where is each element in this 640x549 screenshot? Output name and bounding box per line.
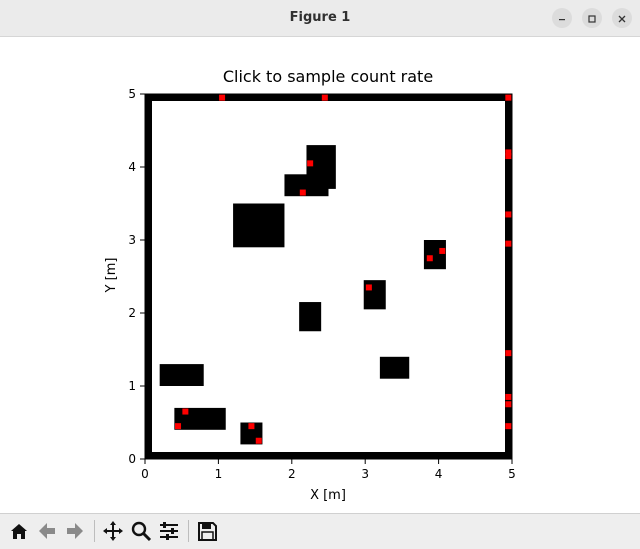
- sample-marker: [426, 255, 433, 262]
- sample-marker: [505, 240, 512, 247]
- home-icon: [8, 520, 30, 542]
- sample-marker: [505, 211, 512, 218]
- sample-marker: [248, 423, 255, 430]
- plot-area[interactable]: 0 1 2 3 4 5 0 1 2 3 4 5: [128, 87, 515, 481]
- y-tick-label: 3: [128, 233, 136, 247]
- save-button[interactable]: [194, 518, 220, 544]
- sample-marker: [255, 437, 262, 444]
- back-icon: [36, 520, 58, 542]
- zoom-button[interactable]: [128, 518, 154, 544]
- obstacle: [233, 203, 285, 248]
- wall-right: [505, 94, 512, 459]
- obstacle: [379, 356, 410, 379]
- sample-marker: [307, 160, 314, 167]
- sample-marker: [505, 153, 512, 160]
- toolbar-separator: [188, 520, 189, 542]
- x-tick-label: 0: [141, 467, 149, 481]
- x-axis-label: X [m]: [310, 488, 346, 503]
- maximize-icon: [587, 9, 597, 28]
- sample-marker: [505, 94, 512, 101]
- y-tick-label: 0: [128, 452, 136, 466]
- sample-marker: [219, 94, 226, 101]
- minimize-button[interactable]: [552, 8, 572, 28]
- sample-marker: [505, 149, 512, 156]
- y-axis-label: Y [m]: [104, 258, 119, 294]
- pan-icon: [102, 520, 124, 542]
- x-tick-label: 5: [508, 467, 516, 481]
- sample-marker: [299, 189, 306, 196]
- y-tick-label: 5: [128, 87, 136, 101]
- x-tick-label: 4: [435, 467, 443, 481]
- y-tick-label: 1: [128, 379, 136, 393]
- wall-top: [145, 94, 512, 101]
- axes-frame: [144, 93, 513, 460]
- minimize-icon: [557, 9, 567, 28]
- sample-marker: [439, 247, 446, 254]
- obstacle: [174, 407, 226, 430]
- configure-subplots-icon: [158, 520, 180, 542]
- sample-marker: [321, 94, 328, 101]
- wall-bottom: [145, 452, 512, 459]
- back-button[interactable]: [34, 518, 60, 544]
- plot-svg[interactable]: Click to sample count rate 0 1 2 3 4 5012345 …: [0, 37, 640, 513]
- x-tick-label: 1: [215, 467, 223, 481]
- sample-marker: [505, 393, 512, 400]
- forward-button[interactable]: [62, 518, 88, 544]
- obstacle: [159, 364, 204, 386]
- configure-subplots-button[interactable]: [156, 518, 182, 544]
- sample-marker: [365, 284, 372, 291]
- sample-marker: [505, 350, 512, 357]
- x-tick-label: 3: [361, 467, 369, 481]
- y-tick-label: 4: [128, 160, 136, 174]
- x-tick-label: 2: [288, 467, 296, 481]
- sample-marker: [505, 423, 512, 430]
- sample-marker: [182, 408, 189, 415]
- sample-marker: [175, 423, 182, 430]
- y-tick-label: 2: [128, 306, 136, 320]
- close-icon: [617, 9, 627, 28]
- obstacle: [299, 302, 322, 332]
- toolbar-separator: [94, 520, 95, 542]
- close-button[interactable]: [612, 8, 632, 28]
- obstacle: [423, 240, 446, 270]
- window-title: Figure 1: [289, 10, 351, 25]
- home-button[interactable]: [6, 518, 32, 544]
- forward-icon: [64, 520, 86, 542]
- wall-left: [145, 94, 152, 459]
- navigation-toolbar: [0, 513, 640, 549]
- obstacle: [284, 174, 329, 197]
- save-icon: [196, 520, 218, 542]
- zoom-icon: [130, 520, 152, 542]
- pan-button[interactable]: [100, 518, 126, 544]
- chart-title: Click to sample count rate: [223, 67, 433, 86]
- title-bar[interactable]: Figure 1: [0, 0, 640, 37]
- maximize-button[interactable]: [582, 8, 602, 28]
- sample-marker: [505, 401, 512, 408]
